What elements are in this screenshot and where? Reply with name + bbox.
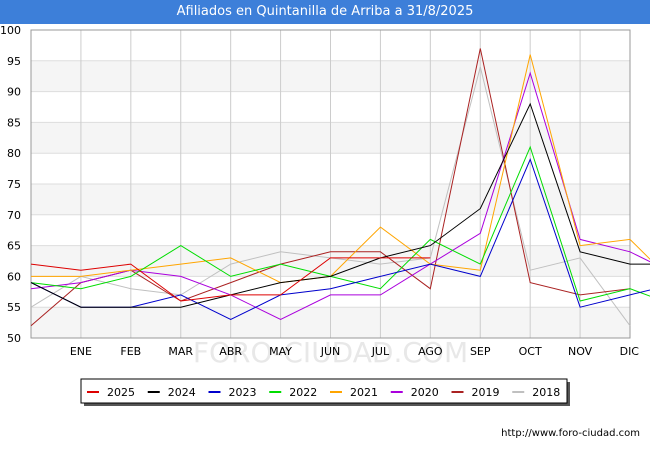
y-tick-75: 75 — [7, 178, 21, 191]
x-tick-dic: DIC — [620, 345, 640, 358]
x-tick-abr: ABR — [219, 345, 242, 358]
legend-box — [80, 378, 568, 404]
series-line-2024 — [30, 102, 650, 308]
y-tick-80: 80 — [7, 147, 21, 160]
x-tick-oct: OCT — [519, 345, 542, 358]
y-tick-50: 50 — [7, 332, 21, 345]
y-tick-60: 60 — [7, 270, 21, 283]
x-tick-sep: SEP — [470, 345, 491, 358]
x-tick-may: MAY — [269, 345, 292, 358]
series-line-2021 — [31, 54, 650, 284]
legend: 2025 2024 2023 2022 2021 2020 2019 2018 — [80, 378, 570, 406]
chart-title: Afiliados en Quintanilla de Arriba a 31/… — [0, 0, 650, 24]
watermark: FORO-CIUDAD.COM — [193, 336, 468, 369]
x-tick-ago: AGO — [418, 345, 443, 358]
y-tick-labels: 50 55 60 65 70 75 80 85 90 95 100 — [0, 24, 21, 345]
y-tick-65: 65 — [7, 240, 21, 253]
y-tick-70: 70 — [7, 209, 21, 222]
y-tick-95: 95 — [7, 55, 21, 68]
y-tick-55: 55 — [7, 301, 21, 314]
series-line-2025 — [30, 257, 431, 302]
legend-label-2019: 2019 — [472, 386, 500, 399]
plot-border — [30, 29, 631, 339]
y-tick-90: 90 — [7, 86, 21, 99]
x-tick-feb: FEB — [120, 345, 141, 358]
source-url: http://www.foro-ciudad.com — [501, 428, 640, 439]
series-line-2023 — [30, 157, 650, 321]
x-tick-ene: ENE — [70, 345, 92, 358]
legend-label-2025: 2025 — [107, 386, 135, 399]
legend-label-2021: 2021 — [350, 386, 378, 399]
legend-label-2020: 2020 — [411, 386, 439, 399]
legend-label-2024: 2024 — [168, 386, 196, 399]
x-tick-jul: JUL — [371, 345, 390, 358]
series-line-2022 — [30, 145, 650, 302]
x-tick-jun: JUN — [320, 345, 341, 358]
plot-frame — [30, 29, 631, 339]
legend-label-2023: 2023 — [229, 386, 257, 399]
legend-label-2018: 2018 — [532, 386, 560, 399]
series-lines — [30, 48, 650, 327]
y-tick-85: 85 — [7, 116, 21, 129]
x-tick-nov: NOV — [568, 345, 593, 358]
y-tick-100: 100 — [0, 24, 21, 37]
legend-label-2022: 2022 — [289, 386, 317, 399]
x-tick-labels: ENE FEB MAR ABR MAY JUN JUL AGO SEP OCT NOV DIC — [70, 345, 639, 358]
x-tick-mar: MAR — [168, 345, 193, 358]
